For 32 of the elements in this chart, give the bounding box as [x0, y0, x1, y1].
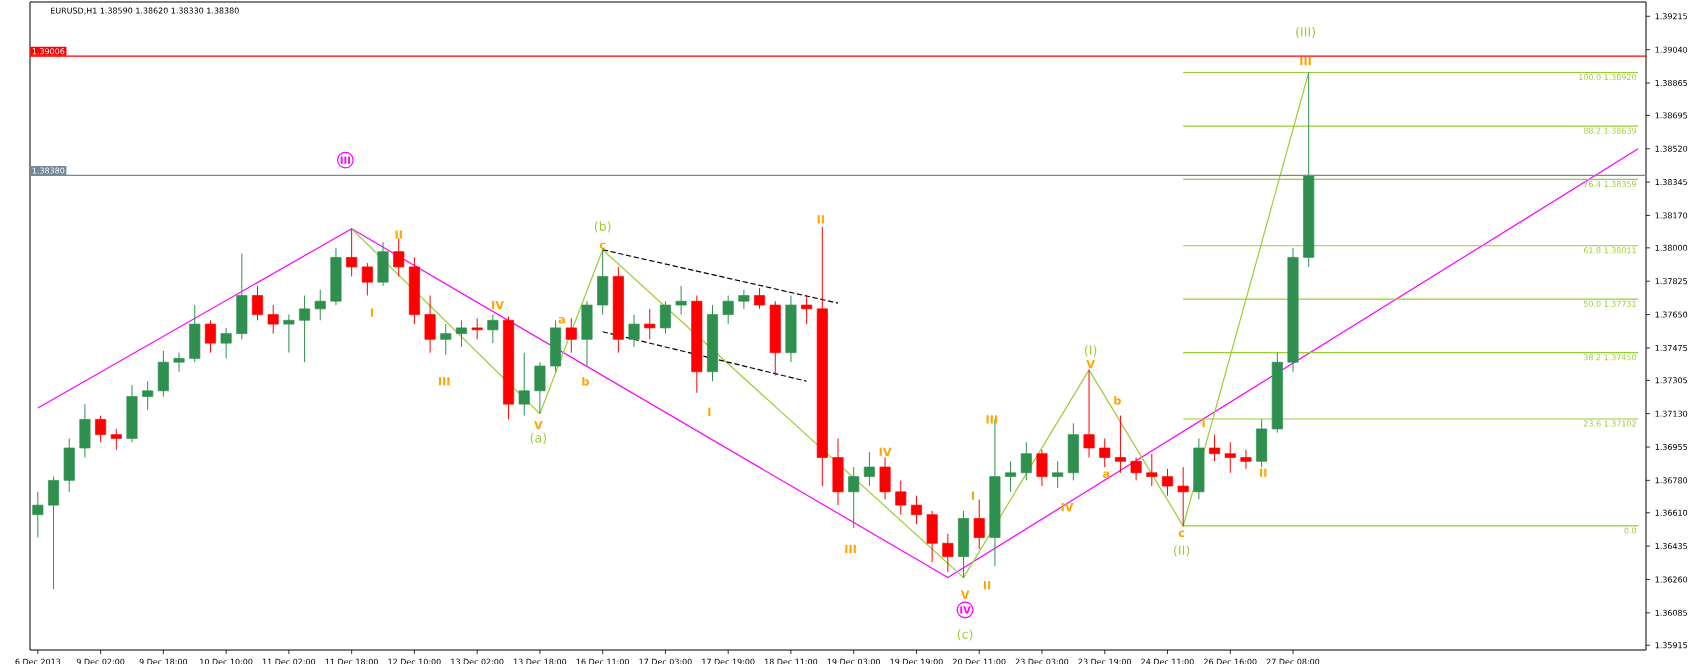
annotation: (III)	[1296, 26, 1315, 39]
annotation: IV	[879, 447, 892, 456]
annotation: IV	[492, 300, 504, 310]
annotation: b	[1114, 395, 1121, 405]
annotation: III	[1300, 56, 1311, 66]
annotation: II	[1260, 468, 1267, 477]
annotation: (I)	[1084, 345, 1097, 357]
annotation: c	[599, 242, 606, 250]
annotation: II	[395, 230, 402, 239]
annotation: I	[708, 407, 711, 416]
annotation: III	[340, 156, 351, 164]
annotation: V	[534, 420, 543, 430]
annotation: IV	[1061, 502, 1074, 512]
annotation: V	[1086, 360, 1095, 369]
annotation: a	[558, 317, 565, 324]
annotation: II	[983, 581, 991, 590]
annotation: (b)	[594, 221, 611, 233]
annotation: a	[1102, 471, 1110, 478]
annotation: III	[438, 377, 450, 386]
annotation: V	[960, 590, 970, 599]
annotation: (a)	[530, 432, 547, 445]
annotation: I	[1202, 419, 1205, 428]
annotation: (II)	[1174, 545, 1190, 557]
annotation: I	[971, 491, 975, 500]
annotation: III	[845, 544, 856, 554]
annotation: II	[817, 215, 824, 224]
annotation: III	[986, 415, 998, 424]
annotation: IV	[960, 606, 971, 614]
annotation: I	[370, 308, 374, 317]
annotation: (c)	[957, 629, 973, 641]
annotation: c	[1178, 530, 1185, 537]
annotation: b	[582, 376, 589, 386]
